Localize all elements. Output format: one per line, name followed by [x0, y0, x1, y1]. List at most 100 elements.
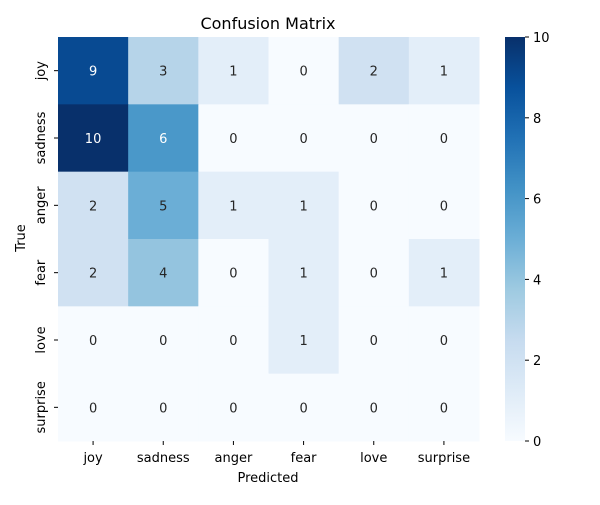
heatmap-cell: [338, 37, 410, 105]
cell-value-label: 4: [159, 267, 167, 282]
y-axis-label: True: [14, 224, 29, 253]
heatmap-cell: [128, 37, 199, 105]
heatmap-cell: [58, 171, 129, 240]
heatmap-cell: [198, 373, 269, 442]
heatmap-cells: [58, 37, 480, 442]
cell-value-label: 0: [299, 65, 307, 80]
heatmap-cell: [128, 239, 199, 307]
heatmap-cell: [338, 306, 410, 375]
cell-value-label: 0: [229, 132, 237, 147]
cell-value-label: 1: [299, 267, 307, 282]
x-axis-label: Predicted: [237, 471, 298, 486]
cell-value-label: 1: [440, 267, 448, 282]
x-tick-label: fear: [291, 451, 318, 466]
x-tick-label: sadness: [137, 451, 190, 466]
colorbar-tick-label: 2: [533, 354, 541, 369]
cell-value-label: 0: [229, 267, 237, 282]
cell-value-label: 0: [89, 401, 97, 416]
colorbar: [505, 37, 525, 441]
heatmap-cell: [198, 306, 269, 375]
cell-value-label: 1: [229, 199, 237, 214]
cell-value-label: 0: [370, 132, 378, 147]
heatmap-cell: [268, 239, 340, 307]
colorbar-tick-label: 0: [533, 435, 541, 450]
heatmap-cell: [408, 171, 480, 240]
cell-value-label: 0: [440, 199, 448, 214]
heatmap-cell: [408, 239, 480, 307]
cell-value-label: 0: [159, 334, 167, 349]
heatmap-cell: [198, 239, 269, 307]
cell-value-label: 0: [159, 401, 167, 416]
heatmap-cell: [198, 171, 269, 240]
x-tick-label: anger: [215, 451, 253, 466]
heatmap-cell: [58, 37, 129, 105]
cell-value-label: 1: [440, 65, 448, 80]
cell-value-label: 0: [440, 132, 448, 147]
cell-value-label: 2: [89, 199, 97, 214]
heatmap-cell: [58, 373, 129, 442]
y-tick-label: anger: [34, 186, 49, 224]
y-tick-label: fear: [34, 259, 49, 286]
cell-value-label: 1: [299, 334, 307, 349]
cell-value-label: 0: [370, 199, 378, 214]
heatmap-cell: [338, 239, 410, 307]
y-tick-label: sadness: [34, 111, 49, 164]
heatmap-cell: [338, 171, 410, 240]
cell-value-label: 0: [89, 334, 97, 349]
heatmap-cell: [58, 306, 129, 375]
heatmap-cell: [408, 373, 480, 442]
heatmap-cell: [268, 171, 340, 240]
cell-value-label: 10: [85, 132, 102, 147]
x-tick-label: surprise: [418, 451, 470, 466]
x-tick-label: joy: [82, 451, 103, 466]
cell-value-label: 3: [159, 65, 167, 80]
heatmap-cell: [338, 104, 410, 173]
cell-value-label: 5: [159, 199, 167, 214]
cell-value-labels: 9 3 1 0 2 110 6 0 0 0 02 5 1 1 0 02 4 0 1 0 10 0 0 1 0 00 0 0 0 0 0: [85, 65, 448, 417]
heatmap-cell: [58, 104, 129, 173]
cell-value-label: 6: [159, 132, 167, 147]
colorbar-tick-label: 4: [533, 273, 541, 288]
cell-value-label: 0: [370, 267, 378, 282]
heatmap-cell: [58, 239, 129, 307]
x-tick-label: love: [360, 451, 387, 466]
heatmap-cell: [198, 104, 269, 173]
heatmap-cell: [128, 104, 199, 173]
x-axis-ticks: joy sadness anger fear love surprise: [82, 441, 470, 466]
y-tick-label: surprise: [34, 381, 49, 433]
cell-value-label: 0: [370, 401, 378, 416]
cell-value-label: 0: [440, 401, 448, 416]
heatmap-cell: [268, 104, 340, 173]
cell-value-label: 0: [370, 334, 378, 349]
cell-value-label: 1: [299, 199, 307, 214]
cell-value-label: 0: [299, 401, 307, 416]
cell-value-label: 2: [89, 267, 97, 282]
cell-value-label: 1: [229, 65, 237, 80]
chart-title: Confusion Matrix: [200, 14, 335, 33]
y-tick-label: love: [34, 326, 49, 353]
heatmap-cell: [408, 104, 480, 173]
heatmap-cell: [128, 171, 199, 240]
y-tick-label: joy: [34, 61, 49, 82]
heatmap-cell: [408, 37, 480, 105]
heatmap-cell: [268, 37, 340, 105]
heatmap-cell: [338, 373, 410, 442]
heatmap-cell: [198, 37, 269, 105]
cell-value-label: 9: [89, 65, 97, 80]
colorbar-ticks: 0 2 4 6 8 10: [525, 31, 550, 450]
colorbar-tick-label: 10: [533, 31, 550, 46]
cell-value-label: 0: [229, 401, 237, 416]
cell-value-label: 0: [299, 132, 307, 147]
cell-value-label: 0: [229, 334, 237, 349]
heatmap-cell: [268, 373, 340, 442]
cell-value-label: 2: [370, 65, 378, 80]
heatmap-cell: [408, 306, 480, 375]
colorbar-tick-label: 6: [533, 193, 541, 208]
y-axis-ticks: joy sadness anger fear love surprise: [34, 61, 58, 434]
heatmap-cell: [128, 306, 199, 375]
cell-value-label: 0: [440, 334, 448, 349]
heatmap-cell: [128, 373, 199, 442]
colorbar-tick-label: 8: [533, 112, 541, 127]
